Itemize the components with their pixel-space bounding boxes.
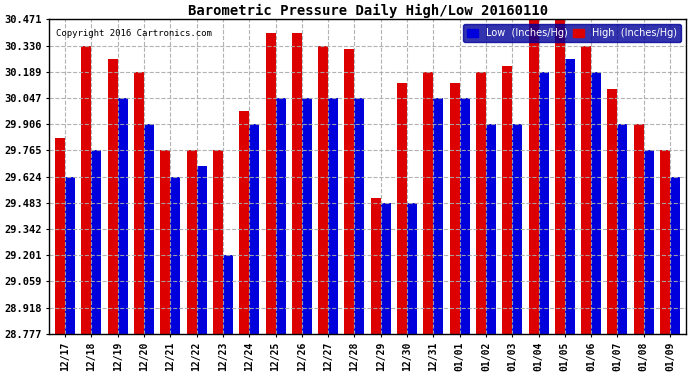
Bar [355, 98, 364, 334]
Bar [397, 83, 407, 334]
Bar [565, 58, 575, 334]
Bar [424, 72, 433, 334]
Bar [249, 124, 259, 334]
Bar [318, 46, 328, 334]
Bar [65, 177, 75, 334]
Bar [81, 46, 91, 334]
Bar [344, 50, 355, 334]
Bar [223, 255, 233, 334]
Bar [213, 150, 223, 334]
Bar [660, 150, 670, 334]
Bar [144, 124, 154, 334]
Bar [371, 198, 381, 334]
Bar [618, 124, 627, 334]
Bar [328, 98, 338, 334]
Legend: Low  (Inches/Hg), High  (Inches/Hg): Low (Inches/Hg), High (Inches/Hg) [463, 24, 681, 42]
Bar [538, 72, 549, 334]
Bar [486, 124, 496, 334]
Bar [381, 203, 391, 334]
Bar [266, 33, 275, 334]
Bar [170, 177, 180, 334]
Bar [502, 66, 512, 334]
Bar [644, 150, 653, 334]
Bar [476, 72, 486, 334]
Bar [407, 203, 417, 334]
Bar [91, 150, 101, 334]
Title: Barometric Pressure Daily High/Low 20160110: Barometric Pressure Daily High/Low 20160… [188, 4, 548, 18]
Bar [239, 111, 249, 334]
Bar [292, 33, 302, 334]
Bar [607, 89, 618, 334]
Bar [55, 138, 65, 334]
Bar [134, 72, 144, 334]
Bar [591, 72, 601, 334]
Bar [670, 177, 680, 334]
Bar [450, 83, 460, 334]
Bar [529, 20, 538, 334]
Bar [633, 124, 644, 334]
Bar [275, 98, 286, 334]
Bar [160, 150, 170, 334]
Bar [581, 46, 591, 334]
Bar [512, 124, 522, 334]
Bar [118, 98, 128, 334]
Bar [555, 20, 565, 334]
Bar [108, 58, 118, 334]
Bar [460, 98, 470, 334]
Text: Copyright 2016 Cartronics.com: Copyright 2016 Cartronics.com [56, 29, 212, 38]
Bar [186, 150, 197, 334]
Bar [433, 98, 443, 334]
Bar [302, 98, 312, 334]
Bar [197, 166, 206, 334]
